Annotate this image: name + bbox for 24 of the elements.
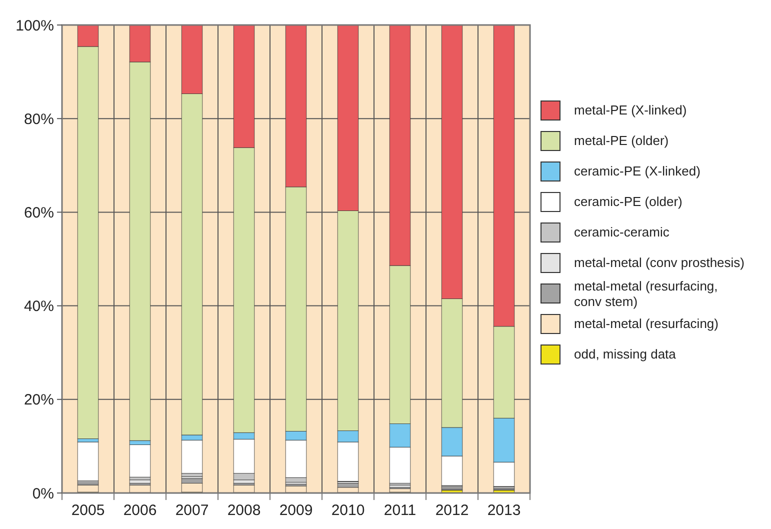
x-tick-label: 2005 xyxy=(71,502,105,519)
x-tick-label: 2013 xyxy=(487,502,521,519)
x-tick-label: 2008 xyxy=(227,502,261,519)
x-tick-label: 2011 xyxy=(384,502,416,519)
y-tick-label: 100% xyxy=(16,17,54,34)
y-tick-label: 60% xyxy=(24,204,54,222)
y-tick-label: 0% xyxy=(32,485,54,502)
y-tick-label: 80% xyxy=(24,110,54,128)
legend-label: ceramic-PE (older) xyxy=(574,194,682,210)
legend-label: ceramic-PE (X-linked) xyxy=(574,164,700,179)
x-tick-label: 2006 xyxy=(123,502,157,519)
legend-label: metal-PE (older) xyxy=(574,133,669,148)
legend-label: odd, missing data xyxy=(574,346,677,362)
x-tick-label: 2009 xyxy=(279,502,313,519)
legend-label: metal-metal (resurfacing) xyxy=(574,316,718,332)
x-tick-label: 2012 xyxy=(435,502,469,519)
y-tick-label: 20% xyxy=(24,392,54,409)
x-tick-label: 2010 xyxy=(331,502,365,519)
legend-label: metal-metal (resurfacing, conv stem) xyxy=(574,278,718,310)
legend-label: metal-PE (X-linked) xyxy=(574,102,687,118)
y-tick-label: 40% xyxy=(24,298,54,316)
x-tick-label: 2007 xyxy=(175,502,209,519)
legend-label: ceramic-ceramic xyxy=(574,224,670,240)
legend-label: metal-metal (conv prosthesis) xyxy=(574,255,744,270)
